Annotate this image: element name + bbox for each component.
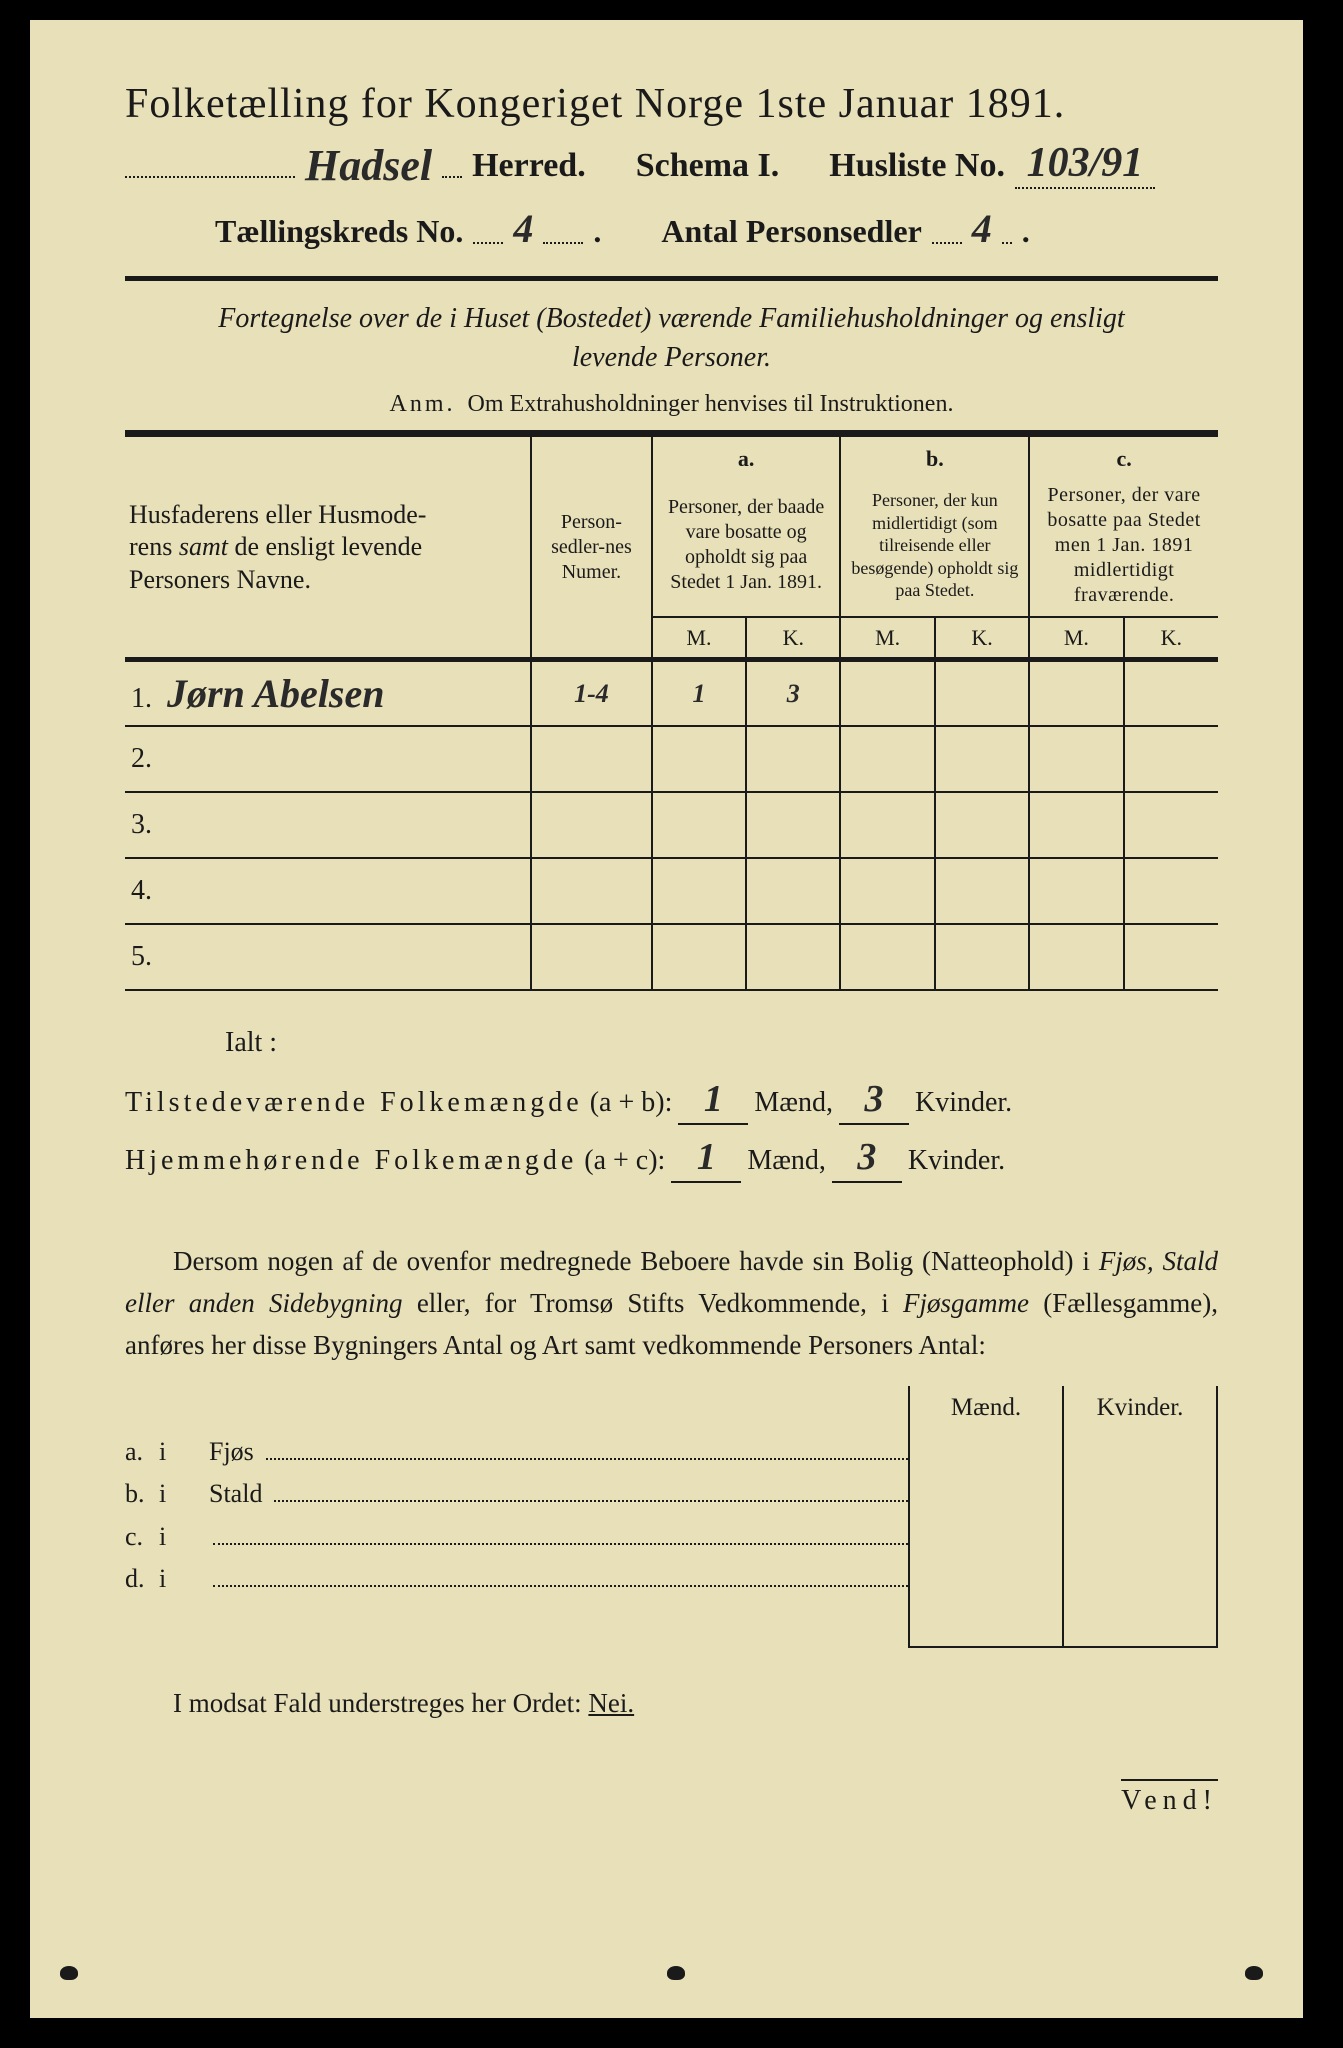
col-c-m: M. xyxy=(1029,617,1123,660)
hjemme-m: 1 xyxy=(671,1135,741,1183)
group-c-label: c. xyxy=(1029,435,1218,475)
herred-label: Herred. xyxy=(472,147,586,185)
sidebygning-row: d. i xyxy=(125,1564,908,1594)
row1-a-m: 1 xyxy=(652,660,746,726)
tilstede-k: 3 xyxy=(839,1077,909,1125)
row1-c-k xyxy=(1124,660,1218,726)
table-row: 1. Jørn Abelsen 1-4 1 3 xyxy=(125,660,1218,726)
tilstede-m: 1 xyxy=(678,1077,748,1125)
punch-hole-icon xyxy=(60,1966,78,1980)
row1-b-k xyxy=(935,660,1029,726)
group-c-text: Personer, der vare bosatte paa Stedet me… xyxy=(1029,475,1218,617)
col-a-k: K. xyxy=(746,617,840,660)
table-row: 2. xyxy=(125,726,1218,792)
group-a-label: a. xyxy=(652,435,841,475)
hjemme-row: Hjemmehørende Folkemængde (a + c): 1 Mæn… xyxy=(125,1135,1218,1183)
sidebygning-section: a. i Fjøs b. i Stald c. i d. i xyxy=(125,1386,1218,1648)
sidebygning-row: a. i Fjøs xyxy=(125,1436,908,1466)
nei-line: I modsat Fald understreges her Ordet: Ne… xyxy=(125,1688,1218,1719)
row1-b-m xyxy=(840,660,934,726)
row1-a-k: 3 xyxy=(746,660,840,726)
antal-value: 4 xyxy=(972,205,992,252)
household-table: Husfaderens eller Husmode- rens samt de … xyxy=(125,432,1218,991)
punch-hole-icon xyxy=(1245,1966,1263,1980)
col-b-k: K. xyxy=(935,617,1029,660)
form-subtitle: Fortegnelse over de i Huset (Bostedet) v… xyxy=(125,299,1218,377)
row1-name: Jørn Abelsen xyxy=(167,671,384,716)
group-b-label: b. xyxy=(840,435,1029,475)
row1-numer: 1-4 xyxy=(531,660,652,726)
ialt-heading: Ialt : xyxy=(225,1027,1218,1059)
husliste-value: 103/91 xyxy=(1015,139,1155,189)
schema-label: Schema I. xyxy=(636,147,780,185)
table-row: 3. xyxy=(125,792,1218,858)
table-row: 5. xyxy=(125,924,1218,990)
group-a-text: Personer, der baade vare bosatte og opho… xyxy=(652,475,841,617)
header-row-1: Hadsel Herred. Schema I. Husliste No. 10… xyxy=(125,136,1218,189)
vend-label: Vend! xyxy=(1121,1779,1218,1817)
dersom-paragraph: Dersom nogen af de ovenfor medregnede Be… xyxy=(125,1241,1218,1367)
antal-label: Antal Personsedler xyxy=(661,213,921,250)
group-b-text: Personer, der kun midlertidigt (som tilr… xyxy=(840,475,1029,617)
col-a-m: M. xyxy=(652,617,746,660)
col-b-m: M. xyxy=(840,617,934,660)
kreds-label: Tællingskreds No. xyxy=(215,213,463,250)
mk-kvinder-col: Kvinder. xyxy=(1064,1386,1216,1646)
tilstede-row: Tilstedeværende Folkemængde (a + b): 1 M… xyxy=(125,1077,1218,1125)
col-numer-heading: Person-sedler-nes Numer. xyxy=(531,435,652,660)
kreds-value: 4 xyxy=(513,205,533,252)
sidebygning-row: c. i xyxy=(125,1521,908,1551)
census-form-page: Folketælling for Kongeriget Norge 1ste J… xyxy=(30,20,1303,2018)
husliste-label: Husliste No. xyxy=(829,147,1005,185)
mk-maend-col: Mænd. xyxy=(910,1386,1064,1646)
mk-mini-table: Mænd. Kvinder. xyxy=(908,1386,1218,1646)
row1-c-m xyxy=(1029,660,1123,726)
totals-section: Ialt : Tilstedeværende Folkemængde (a + … xyxy=(125,1027,1218,1183)
punch-hole-icon xyxy=(667,1966,685,1980)
table-row: 4. xyxy=(125,858,1218,924)
form-title: Folketælling for Kongeriget Norge 1ste J… xyxy=(125,80,1218,128)
col-names-heading-a: Husfaderens eller Husmode- xyxy=(129,500,426,529)
col-c-k: K. xyxy=(1124,617,1218,660)
header-row-2: Tællingskreds No. 4 . Antal Personsedler… xyxy=(125,205,1218,252)
sidebygning-row: b. i Stald xyxy=(125,1479,908,1509)
anm-note: Anm. Om Extrahusholdninger henvises til … xyxy=(125,391,1218,418)
rule-1 xyxy=(125,276,1218,281)
herred-value: Hadsel xyxy=(305,140,432,191)
hjemme-k: 3 xyxy=(832,1135,902,1183)
